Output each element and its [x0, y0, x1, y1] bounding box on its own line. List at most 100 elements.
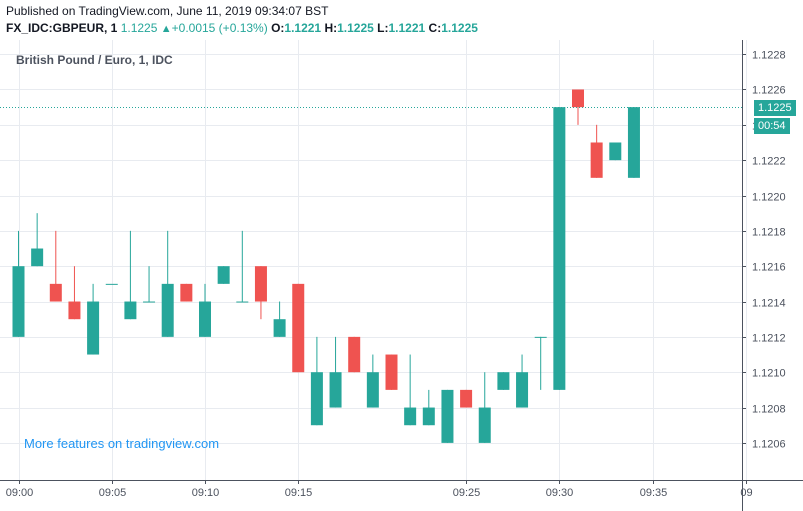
candle [310, 336, 323, 426]
candle-body [460, 389, 473, 408]
published-line: Published on TradingView.com, June 11, 2… [6, 4, 329, 18]
x-tick-label: 09:05 [99, 487, 127, 499]
y-tick-label: 1.1228 [752, 50, 786, 62]
candle [105, 283, 118, 285]
candle [124, 230, 137, 320]
promo-link[interactable]: More features on tradingview.com [24, 436, 220, 451]
candle-body [292, 283, 305, 373]
candle [329, 336, 342, 408]
candle [422, 389, 435, 426]
countdown-badge: 00:54 [754, 117, 790, 134]
candle [12, 230, 25, 337]
candle [590, 124, 603, 178]
low-label: L: [377, 21, 389, 35]
candle [627, 107, 640, 178]
candle-body [310, 372, 323, 426]
x-tick-label: 09:30 [546, 487, 574, 499]
candle [609, 142, 622, 161]
high-value: 1.1225 [337, 21, 374, 35]
candle-body [254, 266, 267, 302]
candle [143, 266, 156, 303]
chart-legend: British Pound / Euro, 1, IDC [16, 53, 173, 67]
candle-body [478, 407, 491, 443]
candle-body [217, 266, 230, 284]
candle-body [516, 372, 529, 408]
x-tick-label: 09:35 [640, 487, 668, 499]
open-label: O: [271, 21, 285, 35]
chart-header: Published on TradingView.com, June 11, 2… [6, 3, 478, 38]
candle-body [441, 389, 454, 443]
candle-body [49, 283, 62, 302]
low-value: 1.1221 [388, 21, 426, 35]
x-tick-label: 09:10 [192, 487, 220, 499]
candle-body [236, 301, 249, 303]
open-value: 1.1221 [284, 21, 322, 35]
x-tick-label: 09:25 [453, 487, 481, 499]
candlestick-chart[interactable]: 1.1206 1.1208 1.1210 1.1212 1.1214 1.1216 1.12… [0, 40, 803, 511]
candle [31, 213, 44, 267]
close-label: C: [428, 21, 442, 35]
candle [572, 89, 584, 125]
grid-lines [0, 40, 747, 480]
y-tick-label: 1.1218 [752, 227, 786, 239]
candle-body [273, 319, 286, 337]
y-tick-label: 1.1222 [752, 156, 786, 168]
candle-body [497, 372, 510, 390]
candle-body [105, 283, 118, 285]
candle-body [12, 266, 25, 337]
candle [534, 336, 547, 390]
y-tick-label: 1.1226 [752, 85, 786, 97]
candle-body [609, 142, 622, 161]
candle-body [180, 283, 193, 302]
candle-body [124, 301, 137, 320]
candle-body [572, 89, 584, 108]
candle [254, 266, 267, 320]
y-tick-label: 1.1212 [752, 333, 786, 345]
candle-body [366, 372, 379, 408]
candle-body [68, 301, 81, 320]
candle [478, 372, 491, 443]
candle [441, 389, 454, 443]
candles [12, 89, 640, 443]
candle-body [553, 107, 566, 390]
candle-body [348, 336, 361, 373]
candle [180, 283, 193, 302]
up-arrow-icon: ▲ [160, 23, 172, 35]
candle-body [143, 301, 156, 303]
candle [217, 266, 230, 284]
change-value: +0.0015 (+0.13%) [171, 21, 268, 35]
candle [553, 107, 566, 390]
y-tick-label: 1.1214 [752, 298, 786, 310]
candle-body [199, 301, 211, 337]
y-tick-label: 1.1206 [752, 439, 786, 451]
candle [348, 336, 361, 373]
last-price: 1.1225 [120, 21, 158, 35]
candle-body [329, 372, 342, 408]
candle-body [161, 283, 174, 337]
y-tick-label: 1.1216 [752, 262, 786, 274]
x-tick-label: 09:15 [285, 487, 313, 499]
candle [385, 354, 398, 390]
candle [497, 372, 510, 390]
candle-body [87, 301, 100, 355]
axes: 1.1206 1.1208 1.1210 1.1212 1.1214 1.1216 1.12… [0, 40, 803, 511]
candle [516, 354, 529, 408]
candle-body [590, 142, 603, 178]
candle [236, 230, 249, 303]
candle [292, 283, 305, 373]
high-label: H: [324, 21, 338, 35]
last-price-badge: 1.1225 [754, 99, 796, 116]
candle [366, 354, 379, 408]
candle-body [385, 354, 398, 390]
candle [87, 283, 100, 355]
candle [460, 389, 473, 408]
x-tick-label: 09 [740, 487, 752, 499]
candle-body [534, 336, 547, 338]
candle [49, 230, 62, 302]
candle [404, 354, 417, 426]
candle [199, 283, 211, 337]
symbol-label: FX_IDC:GBPEUR, 1 [6, 21, 118, 35]
candle-body [31, 248, 44, 267]
candle-body [422, 407, 435, 426]
x-tick-label: 09:00 [6, 487, 34, 499]
